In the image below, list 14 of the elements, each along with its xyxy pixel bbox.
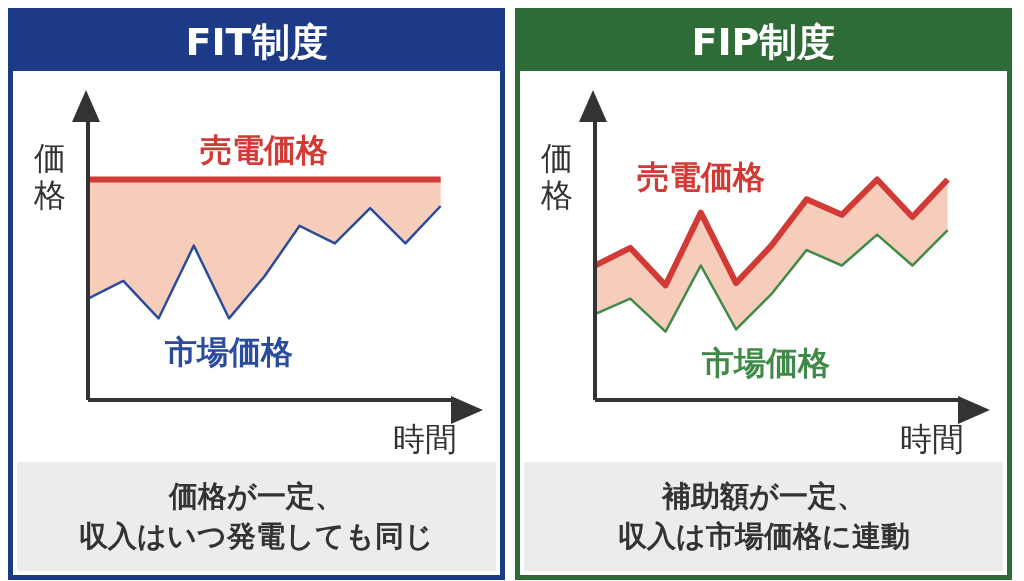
series-label: 売電価格	[636, 157, 765, 196]
text: 収入は市場価格に連動	[617, 517, 910, 555]
series-label: 売電価格	[200, 130, 329, 169]
text: 価格が一定、	[169, 478, 344, 516]
series-label: 市場価格	[164, 333, 294, 372]
text: 補助額が一定、	[661, 478, 866, 516]
chart-title: FIP制度	[520, 13, 1007, 71]
x-axis-title: 時間	[393, 419, 457, 460]
y-axis-title: 価格	[541, 139, 573, 214]
chart-title: FIT制度	[13, 13, 500, 71]
y-axis-title: 価格	[34, 139, 66, 214]
text: 収入はいつ発電しても同じ	[79, 517, 434, 555]
x-axis-title: 時間	[900, 419, 964, 460]
series-label: 市場価格	[701, 344, 831, 383]
